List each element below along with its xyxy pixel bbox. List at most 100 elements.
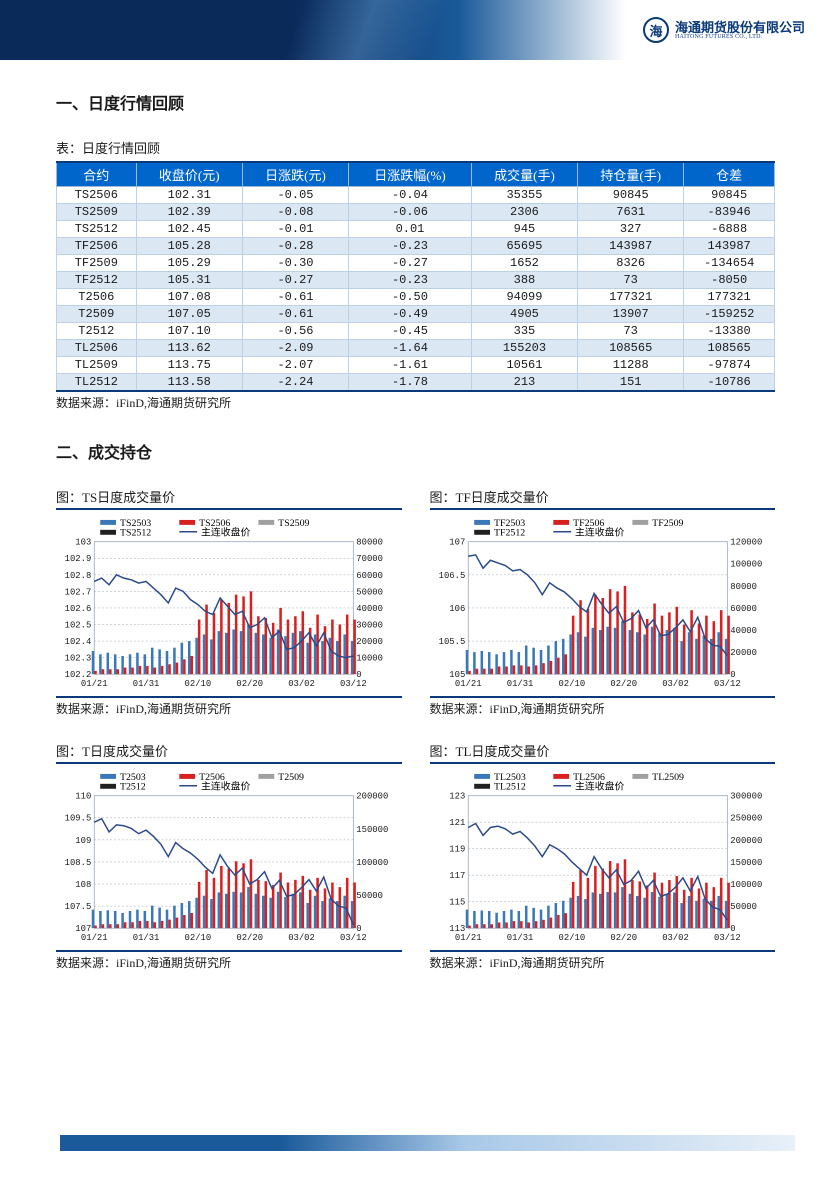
chart-frame: TL2503TL2506TL2509TL2512主连收盘价11311511711… (430, 762, 776, 952)
table-cell: TF2506 (57, 238, 137, 255)
svg-text:102.3: 102.3 (65, 654, 92, 664)
svg-text:110: 110 (75, 792, 91, 802)
svg-text:TS2509: TS2509 (278, 518, 309, 529)
table-cell: 107.08 (136, 289, 242, 306)
table-cell: 7631 (578, 204, 684, 221)
table-cell: -0.61 (242, 289, 348, 306)
table-cell: 73 (578, 323, 684, 340)
table-cell: -0.56 (242, 323, 348, 340)
table-cell: -0.01 (242, 221, 348, 238)
svg-text:TS2512: TS2512 (120, 528, 151, 539)
svg-text:150000: 150000 (356, 825, 388, 835)
charts-grid: 图：TS日度成交量价 TS2503TS2506TS2509TS2512主连收盘价… (56, 487, 775, 971)
svg-text:150000: 150000 (730, 858, 762, 868)
svg-text:01/31: 01/31 (133, 679, 160, 689)
svg-text:60000: 60000 (730, 604, 757, 614)
chart-title: 图：TS日度成交量价 (56, 487, 402, 506)
svg-text:102.4: 102.4 (65, 637, 92, 647)
table-cell: -0.45 (349, 323, 472, 340)
chart-block: 图：TS日度成交量价 TS2503TS2506TS2509TS2512主连收盘价… (56, 487, 402, 717)
table-cell: 90845 (578, 187, 684, 204)
table-cell: 2306 (471, 204, 577, 221)
table-cell: -0.30 (242, 255, 348, 272)
table-cell: 143987 (684, 238, 775, 255)
col-header: 仓差 (684, 162, 775, 187)
svg-text:80000: 80000 (356, 538, 383, 548)
table-cell: 105.29 (136, 255, 242, 272)
table-cell: 4905 (471, 306, 577, 323)
table-cell: 327 (578, 221, 684, 238)
table-cell: 108565 (578, 340, 684, 357)
svg-text:109.5: 109.5 (65, 814, 92, 824)
table-cell: 113.58 (136, 374, 242, 392)
svg-text:106.5: 106.5 (438, 571, 465, 581)
svg-text:40000: 40000 (356, 604, 383, 614)
chart-source: 数据来源：iFinD,海通期货研究所 (56, 954, 402, 971)
svg-text:03/12: 03/12 (340, 679, 367, 689)
svg-text:02/20: 02/20 (236, 679, 263, 689)
table-cell: -0.61 (242, 306, 348, 323)
svg-text:01/21: 01/21 (81, 933, 108, 943)
svg-text:106: 106 (449, 604, 465, 614)
table-cell: -1.61 (349, 357, 472, 374)
chart-frame: T2503T2506T2509T2512主连收盘价107107.5108108.… (56, 762, 402, 952)
table-source: 数据来源：iFinD,海通期货研究所 (56, 394, 775, 411)
table-row: TL2506113.62-2.09-1.64155203108565108565 (57, 340, 775, 357)
table-row: TF2509105.29-0.30-0.2716528326-134654 (57, 255, 775, 272)
section1-title: 一、日度行情回顾 (56, 90, 775, 114)
svg-text:102.8: 102.8 (65, 571, 92, 581)
svg-text:02/10: 02/10 (558, 933, 585, 943)
table-cell: -1.78 (349, 374, 472, 392)
table-cell: TS2512 (57, 221, 137, 238)
table-cell: 35355 (471, 187, 577, 204)
svg-text:主连收盘价: 主连收盘价 (575, 526, 625, 539)
svg-text:103: 103 (75, 538, 91, 548)
table-caption: 表：日度行情回顾 (56, 138, 775, 157)
chart-title: 图：T日度成交量价 (56, 741, 402, 760)
table-cell: 65695 (471, 238, 577, 255)
svg-text:109: 109 (75, 836, 91, 846)
table-cell: 13907 (578, 306, 684, 323)
table-row: TF2512105.31-0.27-0.2338873-8050 (57, 272, 775, 289)
table-cell: T2512 (57, 323, 137, 340)
chart-title: 图：TF日度成交量价 (430, 487, 776, 506)
svg-text:20000: 20000 (730, 648, 757, 658)
svg-text:108: 108 (75, 880, 91, 890)
svg-text:100000: 100000 (730, 560, 762, 570)
svg-text:30000: 30000 (356, 620, 383, 630)
svg-text:50000: 50000 (356, 587, 383, 597)
svg-text:03/02: 03/02 (288, 679, 315, 689)
chart-source: 数据来源：iFinD,海通期货研究所 (430, 700, 776, 717)
table-row: T2506107.08-0.61-0.5094099177321177321 (57, 289, 775, 306)
table-cell: 155203 (471, 340, 577, 357)
svg-text:105.5: 105.5 (438, 637, 465, 647)
svg-text:02/10: 02/10 (558, 679, 585, 689)
svg-text:108.5: 108.5 (65, 858, 92, 868)
table-cell: 8326 (578, 255, 684, 272)
table-row: T2509107.05-0.61-0.49490513907-159252 (57, 306, 775, 323)
col-header: 持仓量(手) (578, 162, 684, 187)
table-cell: 90845 (684, 187, 775, 204)
table-cell: -0.08 (242, 204, 348, 221)
svg-text:20000: 20000 (356, 637, 383, 647)
table-cell: -0.27 (349, 255, 472, 272)
svg-text:70000: 70000 (356, 554, 383, 564)
table-cell: -0.28 (242, 238, 348, 255)
table-cell: TL2512 (57, 374, 137, 392)
svg-text:T2512: T2512 (120, 782, 146, 793)
table-cell: -83946 (684, 204, 775, 221)
svg-text:200000: 200000 (730, 836, 762, 846)
table-cell: TS2509 (57, 204, 137, 221)
table-cell: -8050 (684, 272, 775, 289)
table-cell: -0.50 (349, 289, 472, 306)
col-header: 合约 (57, 162, 137, 187)
table-cell: -0.05 (242, 187, 348, 204)
table-cell: 388 (471, 272, 577, 289)
section2-title: 二、成交持仓 (56, 439, 775, 463)
svg-text:01/31: 01/31 (506, 933, 533, 943)
svg-text:102.7: 102.7 (65, 587, 92, 597)
table-cell: -159252 (684, 306, 775, 323)
svg-text:TF2512: TF2512 (493, 528, 524, 539)
table-cell: 335 (471, 323, 577, 340)
svg-text:300000: 300000 (730, 792, 762, 802)
